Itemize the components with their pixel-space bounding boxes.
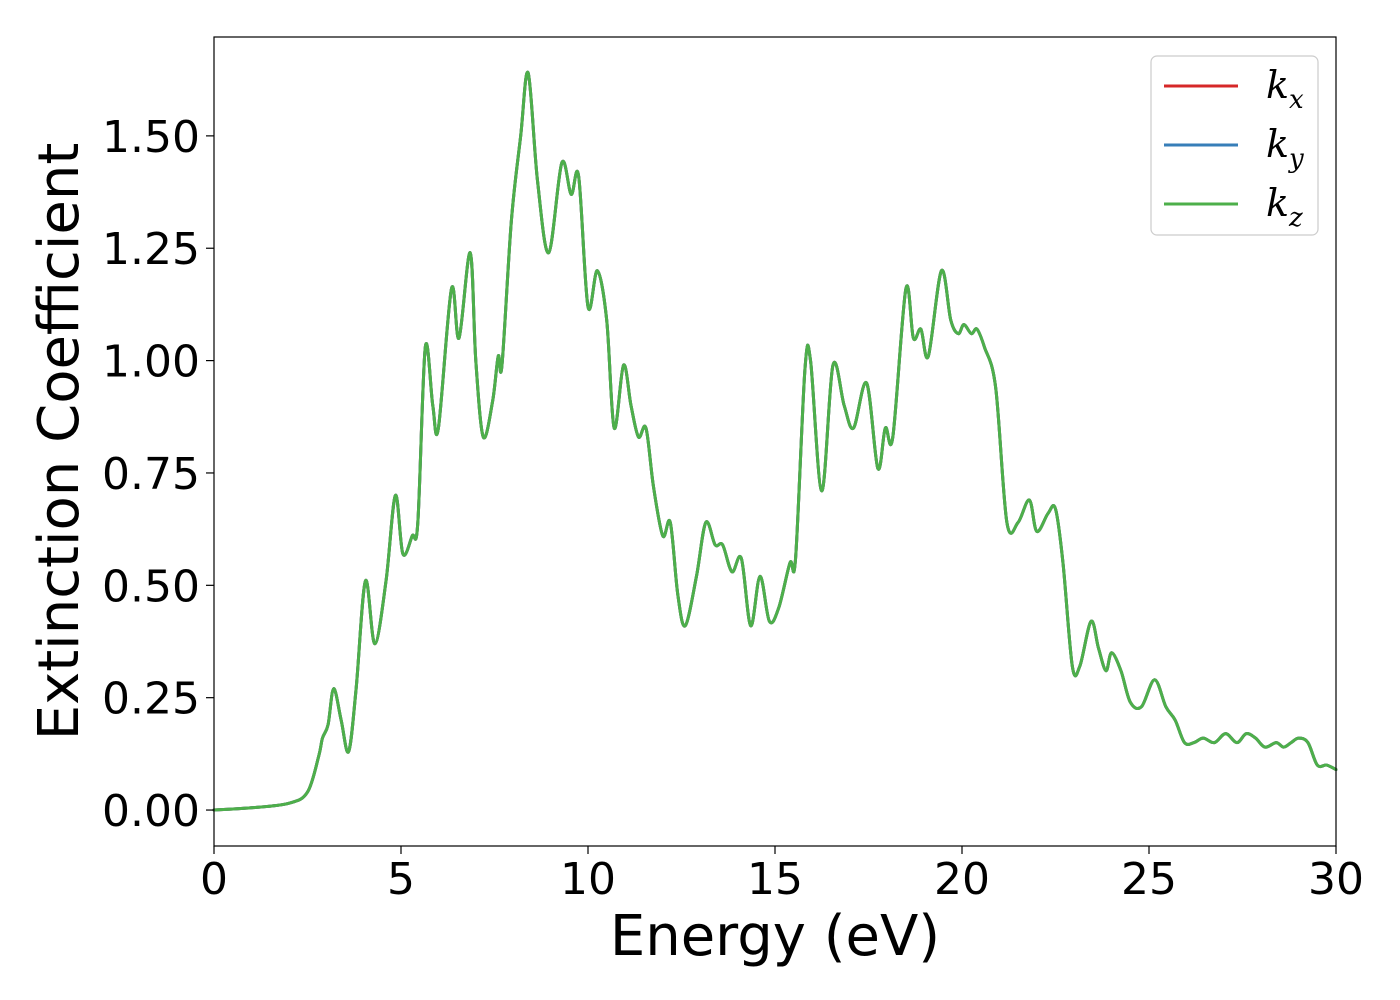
legend-label-subscript: z xyxy=(1288,203,1303,233)
x-axis-label: Energy (eV) xyxy=(610,904,940,969)
legend-label-kx: kx xyxy=(1266,63,1304,115)
legend-label-base: k xyxy=(1266,63,1289,107)
legend-label-ky: ky xyxy=(1266,122,1304,174)
y-axis: 0.00 0.25 0.50 0.75 1.00 1.25 1.50 xyxy=(102,112,214,837)
legend-label-base: k xyxy=(1266,181,1289,225)
legend-label-subscript: x xyxy=(1289,85,1304,115)
y-tick-label: 0.50 xyxy=(102,561,200,612)
x-tick-label: 15 xyxy=(747,854,803,905)
x-tick-label: 10 xyxy=(560,854,616,905)
x-tick-label: 20 xyxy=(934,854,990,905)
x-tick-label: 25 xyxy=(1121,854,1177,905)
plot-lines xyxy=(212,70,1338,812)
y-tick-label: 0.75 xyxy=(102,449,200,500)
x-tick-label: 0 xyxy=(200,854,228,905)
y-tick-label: 0.25 xyxy=(102,674,200,725)
y-tick-label: 1.25 xyxy=(102,224,200,275)
y-tick-label: 1.00 xyxy=(102,337,200,388)
x-tick-label: 5 xyxy=(387,854,415,905)
y-tick-label: 0.00 xyxy=(102,786,200,837)
legend-label-base: k xyxy=(1266,122,1289,166)
legend-label-subscript: y xyxy=(1288,144,1304,174)
series-line-kz xyxy=(212,70,1338,812)
x-tick-label: 30 xyxy=(1308,854,1364,905)
legend-label-kz: kz xyxy=(1266,181,1303,233)
x-axis: 0 5 10 15 20 25 30 xyxy=(200,846,1364,905)
y-tick-label: 1.50 xyxy=(102,112,200,163)
y-axis-label: Extinction Coefficient xyxy=(27,143,92,741)
